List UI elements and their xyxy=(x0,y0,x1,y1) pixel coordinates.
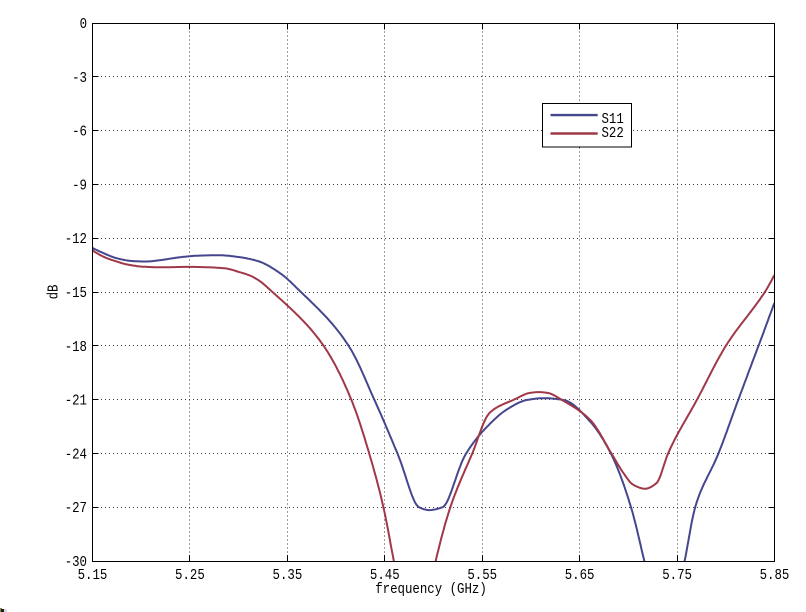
svg-text:frequency (GHz): frequency (GHz) xyxy=(375,582,487,598)
svg-text:5.25: 5.25 xyxy=(175,568,205,584)
svg-text:5.15: 5.15 xyxy=(78,568,108,584)
svg-text:S22: S22 xyxy=(602,126,624,142)
svg-text:5.45: 5.45 xyxy=(370,568,400,584)
svg-text:5.85: 5.85 xyxy=(760,568,790,584)
svg-text:5.55: 5.55 xyxy=(467,568,497,584)
svg-text:-12: -12 xyxy=(65,232,87,248)
svg-text:-3: -3 xyxy=(72,71,87,87)
svg-text:0: 0 xyxy=(80,17,87,33)
svg-text:5.35: 5.35 xyxy=(273,568,303,584)
svg-text:S11: S11 xyxy=(602,112,624,128)
svg-text:-15: -15 xyxy=(65,286,87,302)
svg-text:-21: -21 xyxy=(65,394,87,410)
svg-text:5.75: 5.75 xyxy=(662,568,692,584)
svg-text:5.65: 5.65 xyxy=(565,568,595,584)
svg-text:-6: -6 xyxy=(72,125,87,141)
svg-text:-9: -9 xyxy=(72,179,87,195)
svg-text:dB: dB xyxy=(47,285,63,300)
svg-text:-30: -30 xyxy=(65,555,87,571)
svg-text:-27: -27 xyxy=(65,501,87,517)
svg-text:-24: -24 xyxy=(65,448,87,464)
svg-text:-18: -18 xyxy=(65,340,87,356)
